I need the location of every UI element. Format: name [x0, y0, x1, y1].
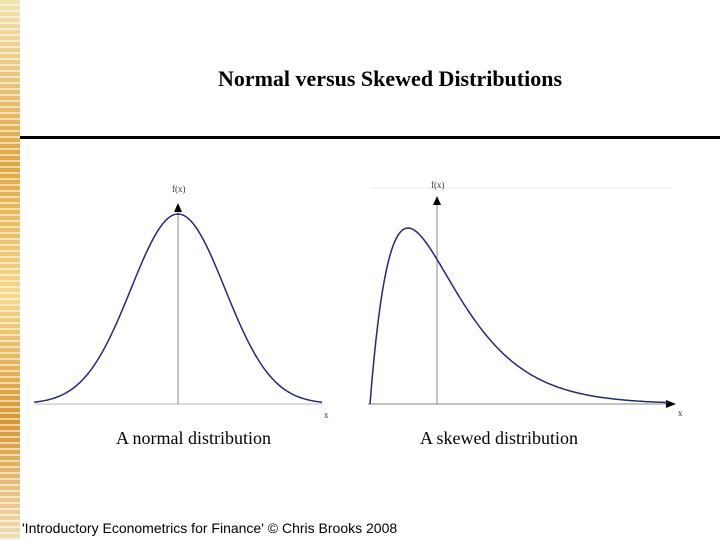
decorative-left-strip — [0, 0, 20, 540]
left-y-axis-label: f(x) — [172, 184, 186, 194]
right-x-axis-arrow — [666, 400, 676, 408]
right-y-axis-arrow — [433, 196, 441, 205]
normal-curve — [33, 213, 323, 404]
slide-title: Normal versus Skewed Distributions — [217, 66, 563, 91]
right-y-axis-label: f(x) — [431, 180, 445, 190]
normal-distribution-plot: f(x) x — [33, 184, 329, 420]
left-x-axis-label: x — [324, 410, 329, 420]
skewed-distribution-caption: A skewed distribution — [420, 428, 578, 448]
skewed-distribution-plot: f(x) x — [368, 180, 683, 418]
normal-distribution-caption: A normal distribution — [116, 428, 271, 448]
copyright-footer: 'Introductory Econometrics for Finance' … — [22, 520, 398, 536]
left-y-axis-arrow — [174, 203, 182, 212]
right-x-axis-label: x — [678, 408, 683, 418]
title-divider — [20, 136, 720, 139]
skewed-curve — [369, 227, 668, 405]
